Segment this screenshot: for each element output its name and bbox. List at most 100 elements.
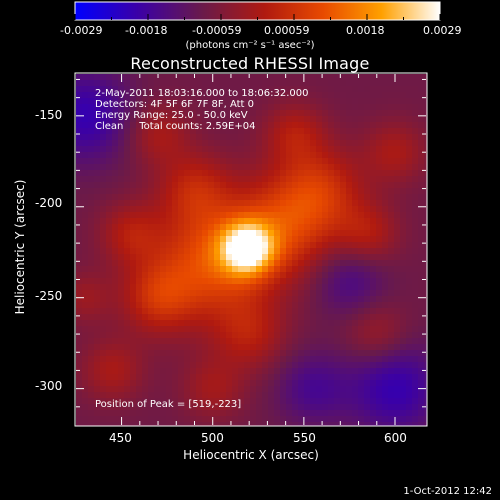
- heatmap-cell: [124, 122, 131, 129]
- heatmap-cell: [76, 278, 83, 285]
- heatmap-cell: [142, 104, 149, 111]
- heatmap-cell: [130, 272, 137, 279]
- heatmap-cell: [184, 296, 191, 303]
- heatmap-cell: [160, 266, 167, 273]
- heatmap-cell: [238, 200, 245, 207]
- heatmap-cell: [346, 200, 353, 207]
- heatmap-cell: [220, 224, 227, 231]
- heatmap-cell: [100, 242, 107, 249]
- heatmap-cell: [394, 386, 401, 393]
- heatmap-cell: [232, 146, 239, 153]
- heatmap-cell: [154, 386, 161, 393]
- heatmap-cell: [376, 92, 383, 99]
- heatmap-cell: [292, 272, 299, 279]
- heatmap-cell: [118, 338, 125, 345]
- heatmap-cell: [262, 308, 269, 315]
- heatmap-cell: [412, 356, 419, 363]
- heatmap-cell: [226, 398, 233, 405]
- heatmap-cell: [388, 404, 395, 411]
- heatmap-cell: [268, 272, 275, 279]
- heatmap-cell: [262, 194, 269, 201]
- heatmap-cell: [220, 290, 227, 297]
- heatmap-cell: [340, 374, 347, 381]
- heatmap-cell: [316, 176, 323, 183]
- heatmap-cell: [310, 122, 317, 129]
- heatmap-cell: [424, 134, 427, 141]
- heatmap-cell: [112, 194, 119, 201]
- heatmap-cell: [100, 320, 107, 327]
- heatmap-cell: [88, 386, 95, 393]
- heatmap-cell: [142, 248, 149, 255]
- heatmap-cell: [202, 296, 209, 303]
- heatmap-cell: [106, 242, 113, 249]
- heatmap-cell: [250, 290, 257, 297]
- heatmap-cell: [334, 200, 341, 207]
- heatmap-cell: [220, 308, 227, 315]
- heatmap-cell: [394, 236, 401, 243]
- heatmap-cell: [262, 146, 269, 153]
- heatmap-cell: [130, 80, 137, 87]
- heatmap-cell: [208, 104, 215, 111]
- heatmap-cell: [238, 104, 245, 111]
- heatmap-cell: [382, 218, 389, 225]
- heatmap-cell: [130, 392, 137, 399]
- heatmap-cell: [250, 332, 257, 339]
- heatmap-cell: [376, 266, 383, 273]
- heatmap-cell: [202, 128, 209, 135]
- heatmap-cell: [100, 404, 107, 411]
- heatmap-cell: [130, 188, 137, 195]
- heatmap-cell: [220, 416, 227, 423]
- heatmap-cell: [262, 404, 269, 411]
- heatmap-cell: [412, 224, 419, 231]
- heatmap-cell: [286, 260, 293, 267]
- heatmap-cell: [172, 416, 179, 423]
- heatmap-cell: [406, 290, 413, 297]
- heatmap-cell: [310, 110, 317, 117]
- heatmap-cell: [364, 392, 371, 399]
- heatmap-cell: [280, 164, 287, 171]
- heatmap-cell: [304, 320, 311, 327]
- heatmap-cell: [298, 242, 305, 249]
- heatmap-cell: [388, 350, 395, 357]
- heatmap-cell: [190, 170, 197, 177]
- heatmap-cell: [172, 212, 179, 219]
- heatmap-cell: [322, 86, 329, 93]
- heatmap-cell: [244, 182, 251, 189]
- heatmap-cell: [160, 308, 167, 315]
- heatmap-cell: [292, 332, 299, 339]
- heatmap-cell: [316, 188, 323, 195]
- heatmap-cell: [214, 212, 221, 219]
- heatmap-cell: [274, 218, 281, 225]
- heatmap-cell: [154, 362, 161, 369]
- heatmap-cell: [340, 296, 347, 303]
- heatmap-cell: [166, 212, 173, 219]
- heatmap-cell: [250, 224, 257, 231]
- heatmap-cell: [394, 74, 401, 81]
- heatmap-cell: [82, 164, 89, 171]
- heatmap-cell: [82, 80, 89, 87]
- heatmap-cell: [238, 206, 245, 213]
- heatmap-cell: [130, 248, 137, 255]
- heatmap-cell: [316, 140, 323, 147]
- heatmap-cell: [202, 386, 209, 393]
- heatmap-cell: [244, 248, 251, 255]
- heatmap-cell: [256, 80, 263, 87]
- heatmap-cell: [196, 350, 203, 357]
- heatmap-cell: [328, 284, 335, 291]
- heatmap-cell: [136, 278, 143, 285]
- heatmap-cell: [358, 218, 365, 225]
- heatmap-cell: [184, 170, 191, 177]
- heatmap-cell: [418, 260, 425, 267]
- heatmap-cell: [88, 116, 95, 123]
- heatmap-cell: [106, 212, 113, 219]
- heatmap-cell: [148, 104, 155, 111]
- heatmap-cell: [286, 332, 293, 339]
- heatmap-cell: [220, 284, 227, 291]
- heatmap-cell: [424, 242, 427, 249]
- heatmap-cell: [382, 326, 389, 333]
- heatmap-cell: [370, 254, 377, 261]
- heatmap-cell: [382, 332, 389, 339]
- heatmap-cell: [418, 116, 425, 123]
- heatmap-cell: [424, 170, 427, 177]
- heatmap-cell: [412, 380, 419, 387]
